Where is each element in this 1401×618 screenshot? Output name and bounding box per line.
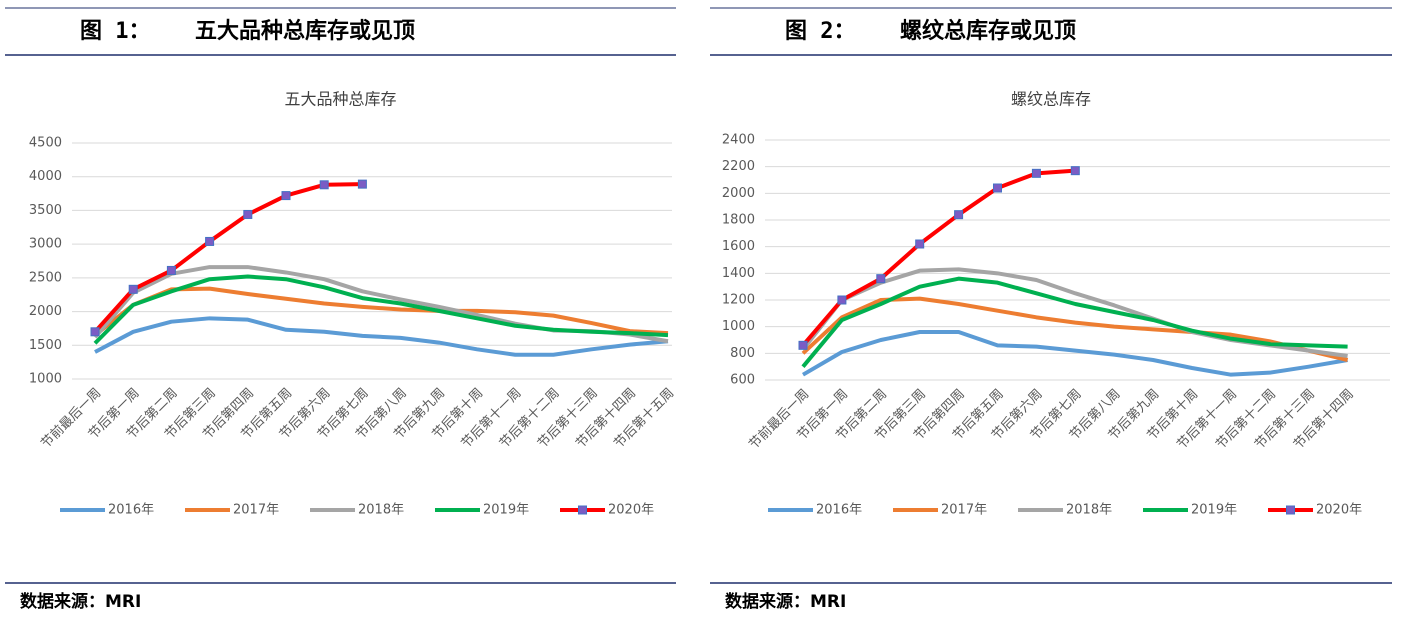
point-marker (1070, 166, 1080, 176)
point-marker (876, 274, 886, 284)
y-tick-label: 1600 (722, 239, 755, 254)
legend-marker (578, 505, 587, 515)
legend-label: 2017年 (233, 503, 279, 518)
chart-title: 螺纹总库存 (1011, 90, 1091, 109)
point-marker (993, 183, 1002, 193)
series-line (801, 168, 1076, 347)
legend-label: 2018年 (358, 503, 404, 518)
point-marker (319, 180, 329, 190)
y-tick-label: 600 (730, 373, 755, 388)
figure-heading: 五大品种总库存或见顶 (195, 18, 415, 44)
figure-label: 图 1： (80, 19, 151, 44)
source: 数据来源：MRI (20, 591, 141, 612)
legend-label: 2016年 (816, 503, 862, 518)
series-line (93, 182, 363, 334)
y-tick-label: 2000 (29, 304, 62, 319)
y-tick-label: 3000 (29, 237, 62, 252)
series-line (801, 330, 1348, 377)
y-tick-label: 1000 (29, 372, 62, 387)
x-tick-label: 节前最后一周 (38, 385, 104, 451)
y-tick-label: 1800 (722, 213, 755, 228)
chart-title: 五大品种总库存 (284, 90, 396, 109)
y-tick-label: 2000 (722, 186, 755, 201)
legend-label: 2020年 (608, 503, 654, 518)
series-line (93, 286, 669, 337)
y-tick-label: 2400 (722, 133, 755, 148)
point-marker (281, 191, 291, 201)
point-marker (357, 179, 367, 189)
series-line (93, 274, 669, 345)
figure-heading: 螺纹总库存或见顶 (900, 18, 1076, 44)
point-marker (1031, 168, 1041, 178)
point-marker (837, 295, 847, 305)
y-tick-label: 1400 (722, 266, 755, 281)
point-marker (915, 239, 925, 249)
point-marker (128, 284, 138, 294)
figure-label: 图 2： (785, 19, 856, 44)
legend-label: 2017年 (941, 503, 987, 518)
point-marker (954, 210, 964, 220)
y-tick-label: 800 (730, 346, 755, 361)
y-tick-label: 1500 (29, 338, 62, 353)
legend-label: 2016年 (108, 503, 154, 518)
series-line (801, 276, 1348, 368)
y-tick-label: 4500 (29, 136, 62, 151)
source: 数据来源：MRI (725, 591, 846, 612)
y-tick-label: 2200 (722, 159, 755, 174)
legend-label: 2018年 (1066, 503, 1112, 518)
y-tick-label: 1000 (722, 319, 755, 334)
legend-marker (1286, 505, 1295, 515)
legend-label: 2020年 (1316, 503, 1362, 518)
point-marker (166, 265, 176, 275)
point-marker (90, 327, 100, 337)
point-marker (798, 340, 808, 350)
point-marker (205, 236, 215, 246)
y-tick-label: 2500 (29, 270, 62, 285)
legend-label: 2019年 (1191, 503, 1237, 518)
series-line (94, 316, 669, 357)
x-tick-label: 节前最后一周 (746, 386, 812, 452)
y-tick-label: 1200 (722, 293, 755, 308)
y-tick-label: 4000 (29, 169, 62, 184)
y-tick-label: 3500 (29, 203, 62, 218)
point-marker (243, 209, 253, 219)
legend-label: 2019年 (483, 503, 529, 518)
